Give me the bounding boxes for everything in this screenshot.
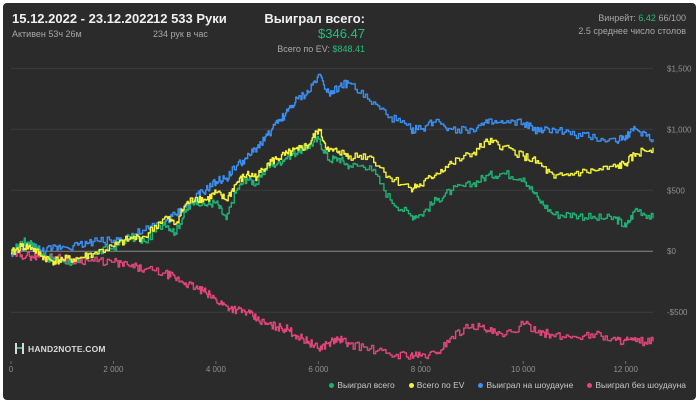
legend-item-showdown[interactable]: Выиграл на шоудауне [478, 380, 573, 390]
legend-item-ev[interactable]: Всего по EV [408, 380, 465, 390]
chart-panel: -$500 $0 $500 $1,000 $1,500 0 2 000 4 000 6 000 8… [3, 3, 696, 400]
legend-item-won-total[interactable]: Выиграл всего [329, 380, 395, 390]
hands-per-hour: 234 рук в час [153, 29, 208, 39]
hand2note-logo: HAND2NOTE.COM [15, 343, 106, 354]
series-line [11, 249, 654, 360]
date-range: 15.12.2022 - 23.12.2022 [12, 11, 154, 26]
logo-text: HAND2NOTE.COM [28, 343, 106, 354]
chart-legend: Выиграл всего Всего по EV Выиграл на шоу… [329, 380, 686, 390]
y-tick-label: $500 [667, 186, 685, 195]
legend-dot-icon [587, 382, 593, 388]
series-line [11, 128, 654, 266]
x-tick-label: 6 000 [308, 365, 329, 374]
winrate-suffix: 66/100 [658, 13, 686, 23]
series-line [11, 135, 654, 266]
legend-label: Всего по EV [416, 380, 465, 390]
y-tick-label: -$500 [667, 308, 688, 317]
x-tick-label: 8 000 [411, 365, 432, 374]
x-tick-label: 12 000 [613, 365, 638, 374]
x-tick-label: 10 000 [511, 365, 536, 374]
winrate-value: 6.42 [638, 13, 656, 23]
y-tick-label: $1,000 [667, 125, 692, 134]
x-tick-label: 0 [9, 365, 14, 374]
legend-label: Выиграл без шоудауна [595, 380, 686, 390]
date-block: 15.12.2022 - 23.12.2022 Активен 53ч 26м [12, 11, 154, 39]
graph-canvas: -$500 $0 $500 $1,000 $1,500 0 2 000 4 000 6 000 8… [9, 64, 692, 374]
winrate-block: Винрейт: 6.42 66/100 2.5 среднее число с… [578, 13, 686, 36]
winrate-label: Винрейт: [598, 13, 636, 23]
ev-total-label: Всего по EV: [277, 44, 330, 54]
y-tick-label: $0 [667, 247, 676, 256]
hand2note-logo-icon [15, 343, 24, 354]
legend-label: Выиграл на шоудауне [486, 380, 574, 390]
active-time: Активен 53ч 26м [12, 29, 82, 39]
legend-dot-icon [329, 382, 335, 388]
ev-total-value: $848.41 [332, 44, 365, 54]
y-tick-label: $1,500 [667, 64, 692, 73]
x-tick-label: 2 000 [103, 365, 124, 374]
won-total-value: $346.47 [318, 26, 365, 41]
won-block: Выиграл всего: $346.47 Всего по EV: $848… [229, 11, 365, 54]
hands-block: 12 533 Руки 234 рук в час [153, 11, 227, 39]
avg-tables: 2.5 среднее число столов [578, 26, 686, 36]
legend-label: Выиграл всего [337, 380, 395, 390]
legend-dot-icon [478, 382, 484, 388]
series-line [11, 73, 654, 258]
x-tick-label: 4 000 [206, 365, 227, 374]
hands-count: 12 533 Руки [153, 11, 227, 26]
legend-item-non-showdown[interactable]: Выиграл без шоудауна [587, 380, 686, 390]
won-total-label: Выиграл всего: [264, 11, 365, 26]
legend-dot-icon [408, 382, 414, 388]
